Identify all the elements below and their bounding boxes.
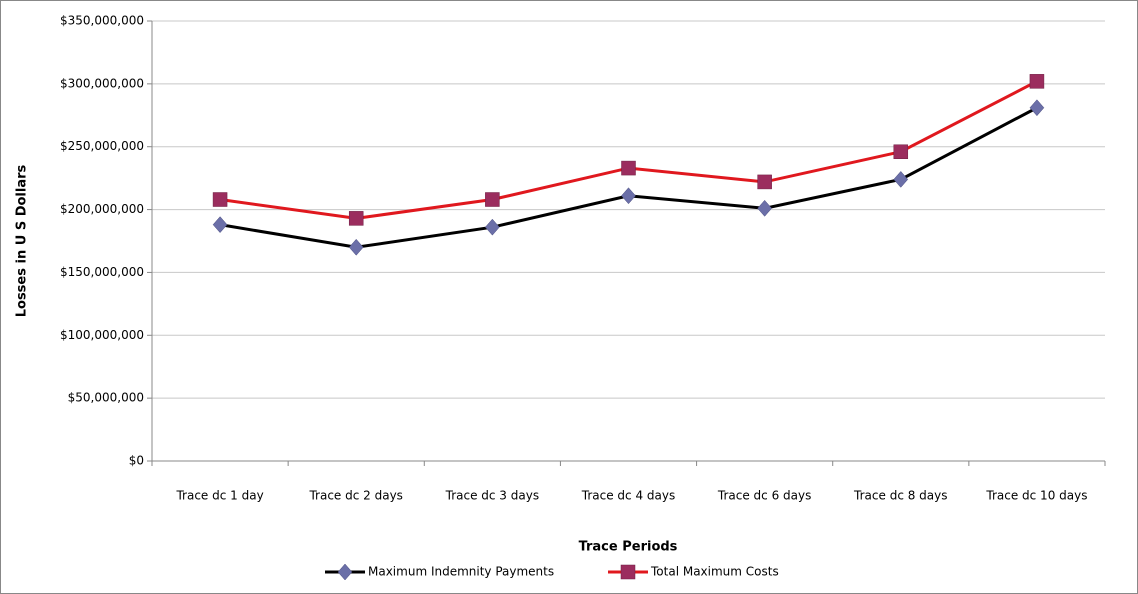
x-tick-label: Trace dc 8 days — [853, 489, 947, 503]
point-marker — [757, 174, 772, 190]
y-tick-label: $150,000,000 — [60, 265, 144, 279]
y-axis-title: Losses in U S Dollars — [15, 164, 30, 317]
y-tick-label: $350,000,000 — [60, 14, 144, 28]
y-tick-label: $250,000,000 — [60, 139, 144, 153]
x-tick-label: Trace dc 10 days — [985, 489, 1087, 503]
y-tick-label: $50,000,000 — [68, 391, 144, 405]
point-marker — [348, 238, 364, 256]
point-marker — [1029, 99, 1045, 117]
point-marker — [893, 171, 909, 188]
y-tick-label: $100,000,000 — [60, 328, 144, 342]
x-tick-label: Trace dc 6 days — [717, 489, 811, 503]
point-marker — [212, 216, 228, 234]
x-tick-label: Trace dc 1 day — [175, 489, 263, 503]
x-tick-label: Trace dc 2 days — [308, 489, 402, 503]
legend-label: Total Maximum Costs — [650, 565, 779, 579]
point-marker — [1029, 74, 1045, 89]
y-tick-label: $0 — [129, 454, 144, 468]
point-marker — [212, 192, 228, 207]
y-tick-label: $300,000,000 — [60, 76, 144, 90]
legend-marker — [620, 564, 636, 580]
x-tick-label: Trace dc 4 days — [581, 489, 675, 503]
point-marker — [485, 192, 500, 207]
point-marker — [621, 160, 636, 176]
legend-marker — [337, 563, 353, 581]
point-marker — [757, 199, 772, 217]
point-marker — [621, 187, 636, 205]
point-marker — [893, 144, 909, 159]
point-marker — [485, 218, 500, 236]
x-axis-title: Trace Periods — [579, 540, 678, 555]
x-tick-label: Trace dc 3 days — [445, 489, 539, 503]
legend-label: Maximum Indemnity Payments — [368, 565, 554, 579]
point-marker — [348, 211, 364, 226]
y-tick-label: $200,000,000 — [60, 202, 144, 216]
